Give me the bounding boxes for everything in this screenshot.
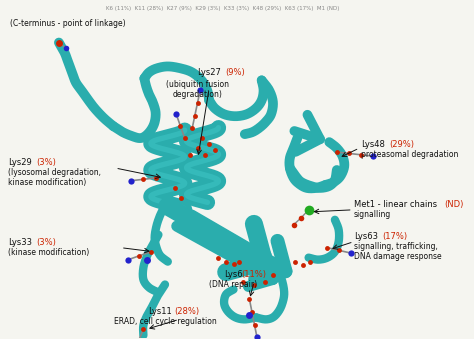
Text: Lys11: Lys11 (148, 307, 172, 316)
Text: (11%): (11%) (242, 270, 267, 279)
Text: signalling: signalling (354, 210, 391, 219)
Text: Lys27: Lys27 (197, 68, 221, 77)
Text: (9%): (9%) (226, 68, 245, 77)
Text: Lys6: Lys6 (224, 270, 243, 279)
Text: kinase modification): kinase modification) (8, 178, 86, 187)
Text: degradation): degradation) (173, 90, 223, 99)
Text: DNA damage response: DNA damage response (354, 252, 441, 261)
Text: ERAD, cell cycle regulation: ERAD, cell cycle regulation (114, 317, 216, 326)
Text: Met1 - linear chains: Met1 - linear chains (354, 200, 437, 209)
Text: (3%): (3%) (36, 158, 56, 167)
Text: Lys33: Lys33 (8, 238, 32, 247)
Text: (lysosomal degradation,: (lysosomal degradation, (8, 168, 101, 177)
Text: (3%): (3%) (36, 238, 56, 247)
Text: (28%): (28%) (174, 307, 199, 316)
Text: (17%): (17%) (382, 232, 407, 241)
Text: (DNA repair): (DNA repair) (210, 280, 257, 288)
Text: K6 (11%)  K11 (28%)  K27 (9%)  K29 (3%)  K33 (3%)  K48 (29%)  K63 (17%)  M1 (ND): K6 (11%) K11 (28%) K27 (9%) K29 (3%) K33… (107, 6, 340, 11)
Text: Lys48: Lys48 (361, 140, 385, 149)
Text: (ubiquitin fusion: (ubiquitin fusion (166, 80, 229, 89)
Text: (C-terminus - point of linkage): (C-terminus - point of linkage) (10, 19, 126, 27)
Text: Lys29: Lys29 (8, 158, 32, 167)
Text: Lys63: Lys63 (354, 232, 378, 241)
Text: (29%): (29%) (389, 140, 414, 149)
Text: proteasomal degradation: proteasomal degradation (361, 150, 458, 159)
Text: (ND): (ND) (444, 200, 463, 209)
Text: (kinase modification): (kinase modification) (8, 248, 90, 257)
Text: signalling, trafficking,: signalling, trafficking, (354, 242, 438, 251)
